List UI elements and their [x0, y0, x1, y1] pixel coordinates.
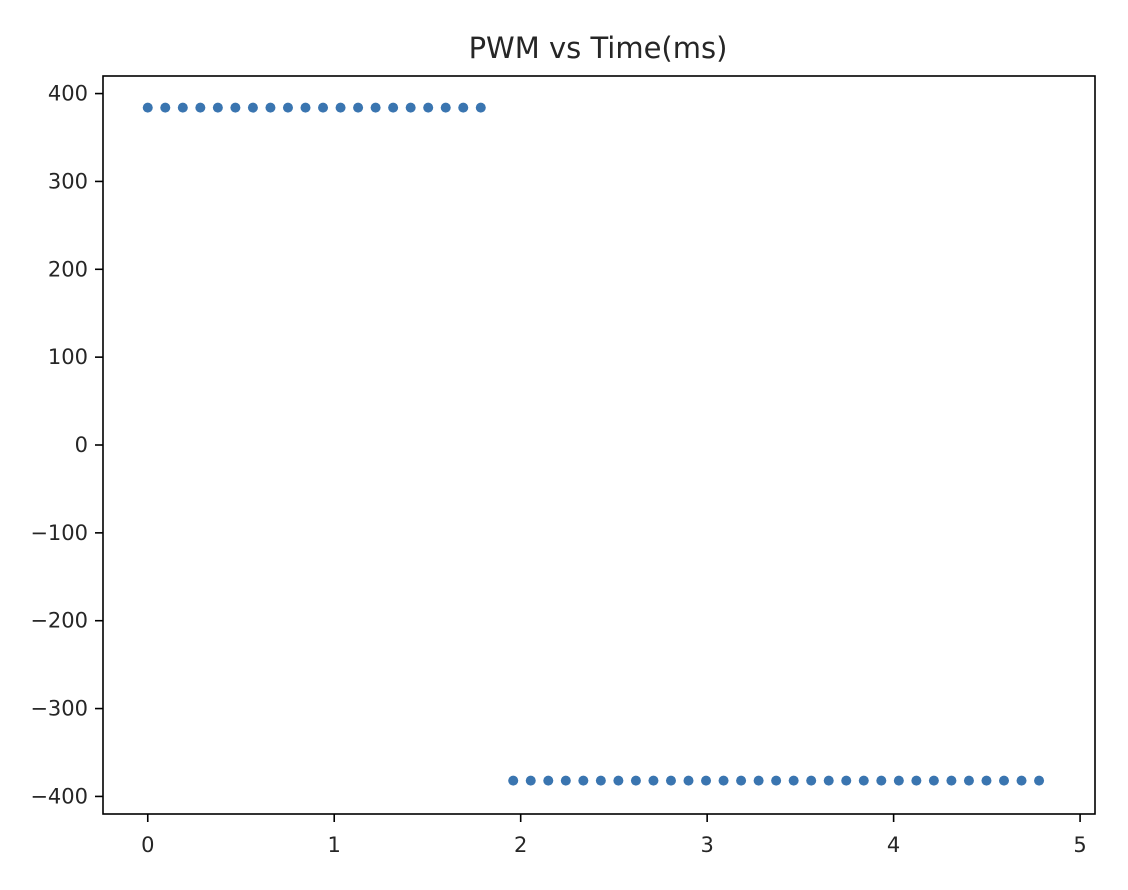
data-point [458, 102, 469, 113]
data-point [665, 775, 676, 786]
y-tick-label: 0 [75, 433, 88, 457]
y-tick-label: −400 [30, 784, 88, 808]
data-point [595, 775, 606, 786]
data-point [560, 775, 571, 786]
data-point [300, 102, 311, 113]
data-point [370, 102, 381, 113]
data-point [701, 775, 712, 786]
data-point [578, 775, 589, 786]
data-point [525, 775, 536, 786]
data-point [1034, 775, 1045, 786]
data-point [475, 102, 486, 113]
data-point [230, 102, 241, 113]
data-point [195, 102, 206, 113]
data-point [177, 102, 188, 113]
data-point [405, 102, 416, 113]
y-tick-label: −200 [30, 609, 88, 633]
data-point [893, 775, 904, 786]
x-tick-label: 5 [1073, 833, 1086, 857]
data-point [630, 775, 641, 786]
data-point [788, 775, 799, 786]
data-point [335, 102, 346, 113]
data-point [160, 102, 171, 113]
chart-title: PWM vs Time(ms) [469, 31, 728, 65]
x-tick-label: 2 [514, 833, 527, 857]
y-axis: 400 300 200 100 0 −100 −200 −300 −400 [30, 82, 103, 808]
data-point [282, 102, 293, 113]
data-point [911, 775, 922, 786]
data-point [736, 775, 747, 786]
data-point [247, 102, 258, 113]
y-tick-label: −300 [30, 697, 88, 721]
data-point [876, 775, 887, 786]
data-point [946, 775, 957, 786]
data-points [142, 102, 1045, 786]
y-tick-label: 100 [48, 345, 88, 369]
data-point [440, 102, 451, 113]
x-tick-label: 1 [328, 833, 341, 857]
data-point [543, 775, 554, 786]
data-point [212, 102, 223, 113]
data-point [613, 775, 624, 786]
x-tick-label: 3 [700, 833, 713, 857]
x-tick-label: 0 [141, 833, 154, 857]
data-point [841, 775, 852, 786]
data-point [318, 102, 329, 113]
data-point [718, 775, 729, 786]
data-point [999, 775, 1009, 786]
data-point [423, 102, 434, 113]
data-point [508, 775, 519, 786]
y-tick-label: 400 [48, 82, 88, 106]
data-point [388, 102, 399, 113]
x-tick-label: 4 [887, 833, 900, 857]
plot-area-frame [102, 75, 1096, 815]
x-axis: 0 1 2 3 4 5 [141, 814, 1087, 857]
data-point [265, 102, 276, 113]
y-tick-label: 300 [48, 169, 88, 193]
data-point [823, 775, 834, 786]
data-point [963, 775, 974, 786]
data-point [771, 775, 782, 786]
data-point [981, 775, 992, 786]
data-point [858, 775, 869, 786]
data-point [1016, 775, 1027, 786]
data-point [753, 775, 764, 786]
data-point [353, 102, 364, 113]
data-point [928, 775, 939, 786]
data-point [142, 102, 153, 113]
data-point [683, 775, 694, 786]
y-tick-label: 200 [48, 257, 88, 281]
data-point [648, 775, 659, 786]
data-point [806, 775, 817, 786]
y-tick-label: −100 [30, 521, 88, 545]
